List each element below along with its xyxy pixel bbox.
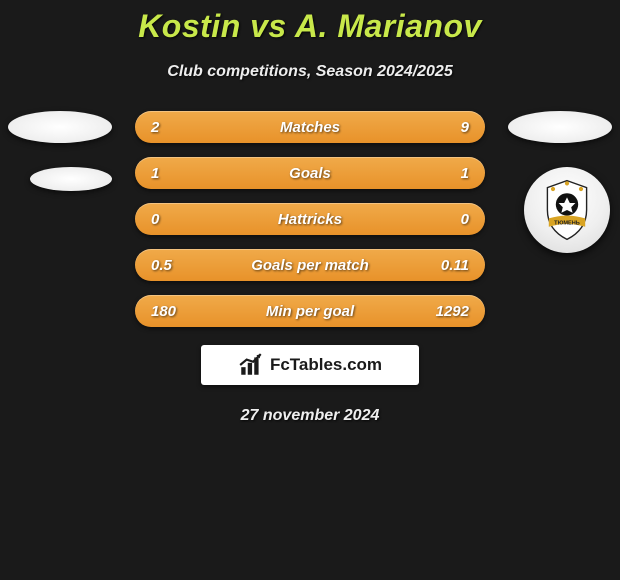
stat-right-value: 9: [433, 119, 469, 136]
player-right-club-badge: ТЮМЕНЬ: [524, 167, 610, 253]
stat-rows: 2 Matches 9 1 Goals 1 0 Hattricks 0 0.5 …: [135, 111, 485, 327]
stat-left-value: 1: [151, 165, 187, 182]
stat-row-goals-per-match: 0.5 Goals per match 0.11: [135, 249, 485, 281]
bar-chart-icon: [238, 352, 264, 378]
stat-left-value: 2: [151, 119, 187, 136]
stat-left-value: 0: [151, 211, 187, 228]
stat-right-value: 0.11: [433, 257, 469, 274]
date-label: 27 november 2024: [0, 407, 620, 425]
player-left-club-placeholder: [30, 167, 112, 191]
stat-row-matches: 2 Matches 9: [135, 111, 485, 143]
player-left-avatar-placeholder: [8, 111, 112, 143]
stat-right-value: 0: [433, 211, 469, 228]
stat-left-value: 180: [151, 303, 187, 320]
page-subtitle: Club competitions, Season 2024/2025: [0, 63, 620, 81]
stat-right-value: 1292: [433, 303, 469, 320]
club-crest-icon: ТЮМЕНЬ: [532, 175, 602, 245]
brand-label: FcTables.com: [270, 355, 382, 375]
stat-row-goals: 1 Goals 1: [135, 157, 485, 189]
stat-row-hattricks: 0 Hattricks 0: [135, 203, 485, 235]
svg-text:ТЮМЕНЬ: ТЮМЕНЬ: [554, 221, 580, 227]
stat-right-value: 1: [433, 165, 469, 182]
comparison-card: Kostin vs A. Marianov Club competitions,…: [0, 0, 620, 425]
stats-area: ТЮМЕНЬ 2 Matches 9 1 Goals 1 0 Hattricks…: [0, 111, 620, 327]
page-title: Kostin vs A. Marianov: [0, 8, 620, 45]
brand-box[interactable]: FcTables.com: [201, 345, 419, 385]
stat-row-min-per-goal: 180 Min per goal 1292: [135, 295, 485, 327]
player-right-avatar-placeholder: [508, 111, 612, 143]
stat-left-value: 0.5: [151, 257, 187, 274]
